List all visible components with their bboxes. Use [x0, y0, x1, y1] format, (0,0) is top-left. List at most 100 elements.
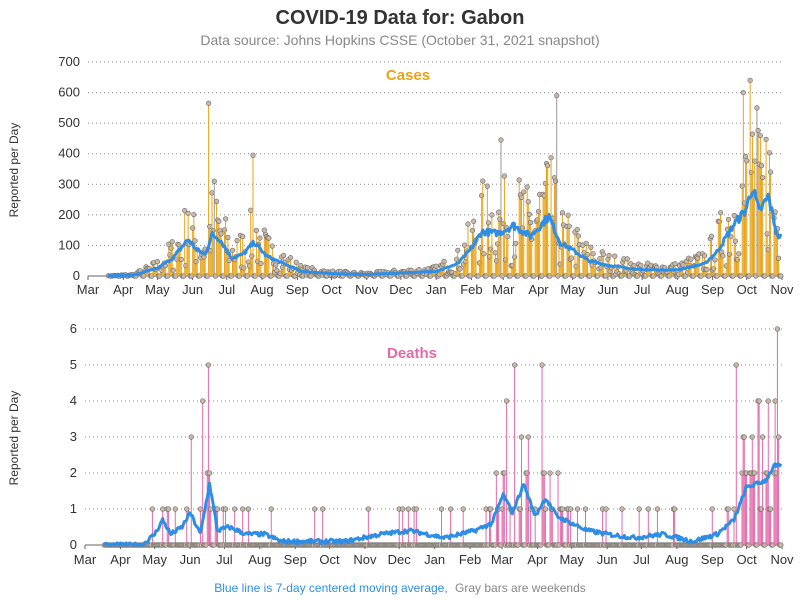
deaths-daily-marker	[603, 506, 609, 512]
cases-daily-marker	[760, 174, 766, 181]
cases-daily-marker	[725, 216, 732, 223]
cases-daily-marker	[489, 212, 495, 218]
deaths-daily-marker	[172, 506, 178, 512]
deaths-daily-marker	[222, 506, 229, 512]
cases-daily-marker	[521, 189, 527, 195]
cases-daily-marker	[768, 169, 774, 175]
deaths-daily-marker	[539, 362, 545, 368]
cases-daily-marker	[170, 267, 176, 273]
cases-daily-marker	[526, 211, 533, 217]
cases-daily-marker	[257, 235, 263, 241]
cases-daily-marker	[461, 242, 468, 248]
cases-x-tick-label: Apr	[113, 282, 134, 297]
cases-daily-marker	[612, 253, 618, 259]
cases-daily-marker	[166, 241, 172, 247]
cases-daily-marker	[209, 190, 215, 196]
cases-daily-marker	[704, 266, 710, 273]
cases-x-tick-label: Jul	[634, 282, 651, 297]
deaths-daily-marker	[501, 470, 507, 476]
cases-x-tick-label: Jan	[426, 282, 447, 297]
deaths-y-tick-label: 0	[70, 537, 77, 552]
deaths-x-tick-label: Jul	[633, 552, 650, 567]
deaths-y-axis-label: Reported per Day	[7, 391, 21, 486]
cases-y-tick-label: 200	[58, 207, 80, 222]
cases-daily-marker	[498, 137, 504, 143]
cases-panel: 0 100 200 300 400 500 600 700 Mar Apr May Jun Jul Aug…	[7, 54, 794, 297]
cases-daily-marker	[518, 194, 525, 201]
cases-daily-marker	[178, 256, 184, 263]
deaths-x-tick-label: Mar	[491, 552, 514, 567]
cases-daily-marker	[304, 265, 311, 271]
deaths-daily-marker	[774, 326, 781, 332]
cases-y-axis-label: Reported per Day	[7, 123, 21, 218]
deaths-y-tick-label: 2	[70, 465, 77, 480]
cases-x-tick-label: May	[560, 282, 585, 297]
deaths-moving-average-line	[103, 462, 783, 547]
deaths-y-tick-label: 5	[70, 357, 77, 372]
cases-daily-marker	[688, 256, 694, 262]
deaths-daily-bars	[101, 326, 784, 548]
cases-daily-marker	[471, 218, 477, 224]
cases-x-tick-label: Apr	[528, 282, 549, 297]
deaths-daily-marker	[504, 398, 510, 404]
cases-daily-marker	[261, 227, 267, 233]
cases-daily-marker	[185, 210, 191, 216]
cases-daily-marker	[755, 127, 761, 134]
cases-daily-marker	[492, 250, 498, 256]
deaths-daily-marker	[759, 434, 766, 440]
cases-daily-marker	[205, 100, 212, 106]
deaths-daily-marker	[568, 506, 574, 512]
cases-panel-title: Cases	[386, 67, 430, 84]
cases-daily-marker	[505, 233, 511, 240]
cases-x-tick-label: Feb	[460, 282, 482, 297]
cases-x-tick-label: May	[145, 282, 170, 297]
deaths-y-tick-label: 1	[70, 501, 77, 516]
deaths-daily-marker	[200, 398, 206, 404]
deaths-daily-marker	[725, 506, 731, 512]
cases-daily-marker	[525, 199, 531, 205]
deaths-daily-marker	[741, 434, 747, 440]
cases-daily-marker	[766, 150, 773, 156]
deaths-y-tick-label: 3	[70, 429, 77, 444]
cases-daily-marker	[752, 158, 758, 164]
deaths-daily-marker	[197, 506, 204, 512]
cases-daily-marker	[590, 251, 596, 257]
deaths-daily-marker	[765, 398, 771, 404]
cases-daily-marker	[216, 218, 222, 224]
deaths-daily-marker	[555, 470, 561, 476]
deaths-daily-marker	[645, 506, 651, 512]
cases-daily-marker	[192, 238, 198, 244]
cases-x-tick-label: Dec	[389, 282, 413, 297]
deaths-x-tick-label: Jun	[597, 552, 618, 567]
cases-daily-marker	[566, 223, 572, 229]
footnote-weekends: Gray bars are weekends	[455, 581, 586, 595]
deaths-daily-marker	[312, 506, 318, 512]
deaths-daily-marker	[268, 506, 274, 512]
deaths-daily-marker	[365, 506, 371, 512]
cases-x-tick-label: Oct	[737, 282, 758, 297]
deaths-x-tick-label: Nov	[770, 552, 794, 567]
deaths-daily-marker	[619, 506, 625, 512]
cases-daily-marker	[527, 219, 534, 226]
deaths-daily-marker	[512, 362, 518, 368]
cases-daily-marker	[484, 183, 490, 189]
cases-x-tick-label: Nov	[355, 282, 379, 297]
cases-daily-marker	[191, 211, 197, 218]
cases-daily-marker	[234, 237, 240, 244]
deaths-x-tick-label: Jul	[216, 552, 233, 567]
cases-daily-marker	[218, 231, 224, 237]
deaths-x-tick-label: May	[142, 552, 167, 567]
deaths-daily-marker	[232, 506, 238, 512]
cases-daily-marker	[736, 251, 742, 257]
cases-daily-marker	[496, 209, 502, 215]
deaths-daily-marker	[245, 506, 251, 512]
cases-x-tick-label: Sep	[701, 282, 724, 297]
deaths-x-tick-label: Sep	[284, 552, 307, 567]
cases-daily-marker	[606, 252, 612, 259]
deaths-daily-marker	[320, 506, 326, 512]
deaths-daily-marker	[671, 506, 678, 512]
cases-daily-marker	[481, 251, 487, 257]
cases-daily-marker	[758, 163, 765, 169]
deaths-x-tick-label: Apr	[527, 552, 548, 567]
deaths-y-tick-label: 4	[70, 393, 77, 408]
